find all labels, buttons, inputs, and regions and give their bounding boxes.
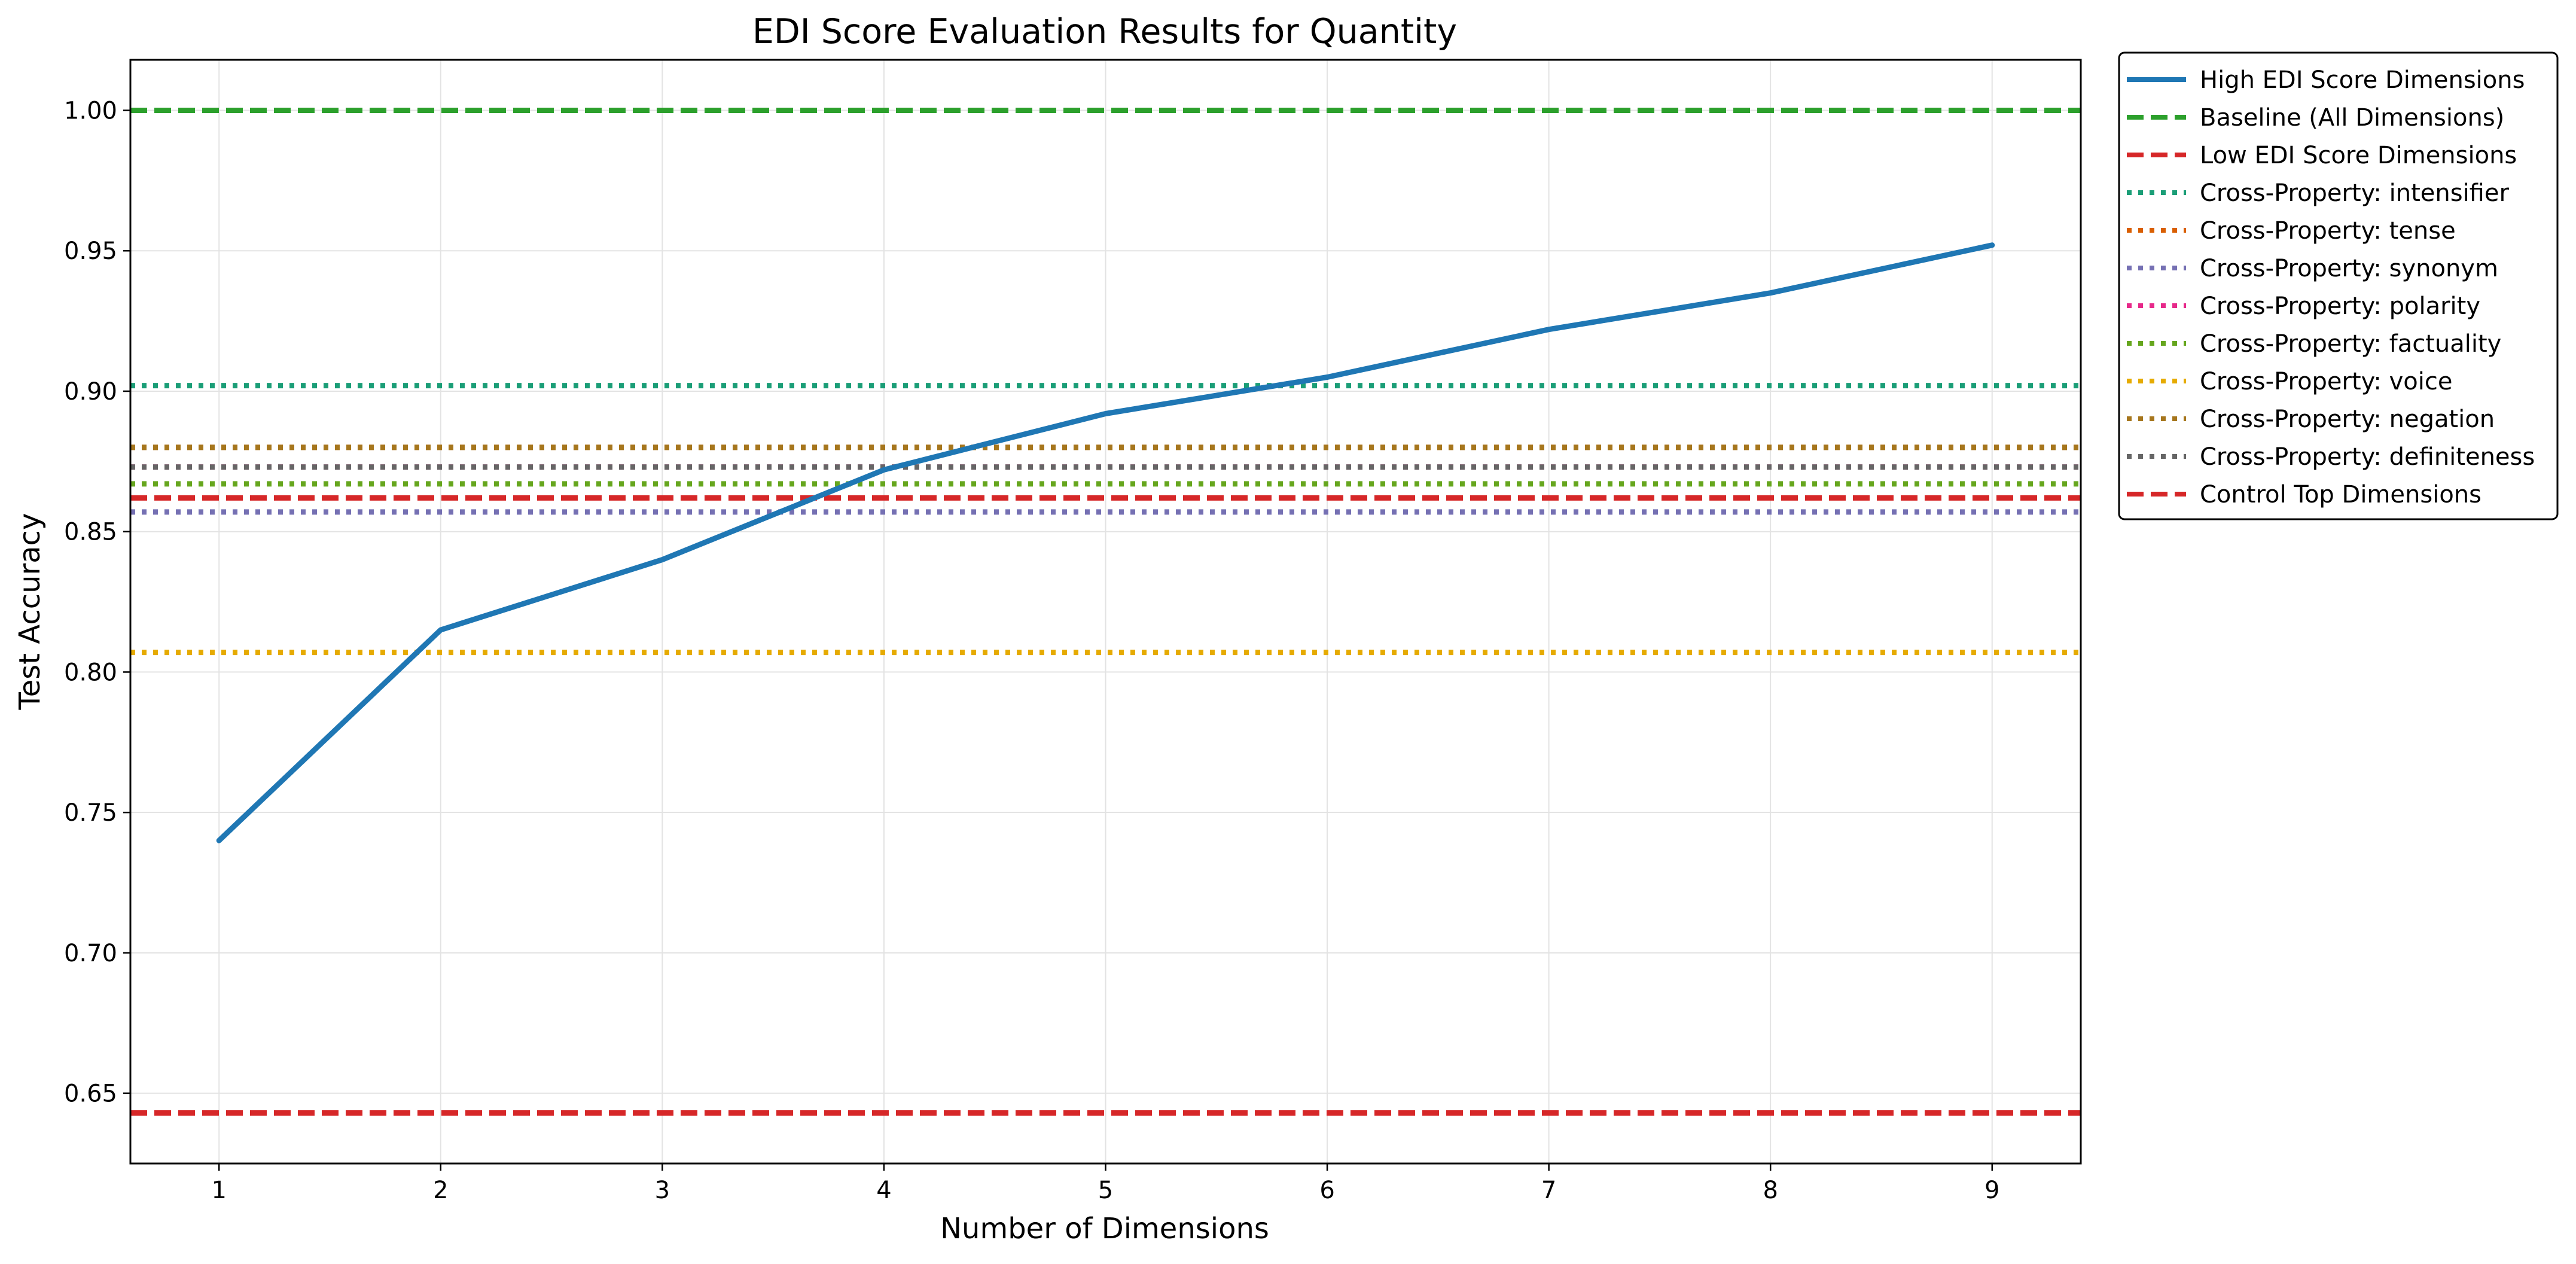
y-tick-label: 0.70 <box>64 940 117 967</box>
legend-label: Cross-Property: polarity <box>2200 293 2480 320</box>
legend-label: Low EDI Score Dimensions <box>2200 142 2517 169</box>
data-point <box>1548 329 1550 330</box>
y-tick-label: 1.00 <box>64 98 117 125</box>
x-tick-label: 2 <box>433 1177 448 1204</box>
x-tick-label: 6 <box>1319 1177 1334 1204</box>
x-tick-label: 8 <box>1763 1177 1778 1204</box>
x-tick-label: 1 <box>212 1177 227 1204</box>
legend-label: Cross-Property: synonym <box>2200 255 2498 282</box>
y-tick-label: 0.80 <box>64 659 117 686</box>
y-tick-label: 0.65 <box>64 1080 117 1108</box>
legend-items: High EDI Score Dimensions Baseline (All D… <box>2127 66 2535 508</box>
y-tick-label: 0.75 <box>64 799 117 827</box>
x-tick-label: 9 <box>1984 1177 1999 1204</box>
y-axis-label: Test Accuracy <box>13 513 47 711</box>
y-tick-label: 0.95 <box>64 237 117 265</box>
legend-label: Cross-Property: factuality <box>2200 330 2501 358</box>
x-tick-label: 5 <box>1098 1177 1113 1204</box>
y-tick-label: 0.90 <box>64 378 117 406</box>
data-point <box>218 840 220 841</box>
legend-frame <box>2118 51 2559 520</box>
legend-label: Control Top Dimensions <box>2200 481 2482 508</box>
x-tick-label: 3 <box>655 1177 670 1204</box>
x-tick-label: 7 <box>1541 1177 1556 1204</box>
legend-label: Baseline (All Dimensions) <box>2200 104 2504 132</box>
data-point <box>1105 413 1106 415</box>
data-point <box>440 629 441 631</box>
legend-label: Cross-Property: intensifier <box>2200 179 2509 207</box>
ticks: 1 2 3 4 5 6 7 8 9 0.65 0.70 0.75 0.80 0.85 0.90 0.95 1.0… <box>64 98 2000 1204</box>
legend-label: Cross-Property: negation <box>2200 406 2495 433</box>
x-axis-label: Number of Dimensions <box>940 1212 1269 1245</box>
legend: High EDI Score Dimensions Baseline (All D… <box>2118 51 2559 520</box>
x-tick-label: 4 <box>876 1177 891 1204</box>
legend-label: Cross-Property: tense <box>2200 217 2456 245</box>
chart-title: EDI Score Evaluation Results for Quantit… <box>752 12 1457 51</box>
legend-label: Cross-Property: voice <box>2200 368 2452 395</box>
legend-label: High EDI Score Dimensions <box>2200 66 2525 94</box>
series-layer <box>130 108 2081 1116</box>
y-tick-label: 0.85 <box>64 519 117 546</box>
data-point <box>661 559 663 561</box>
legend-label: Cross-Property: definiteness <box>2200 443 2535 471</box>
